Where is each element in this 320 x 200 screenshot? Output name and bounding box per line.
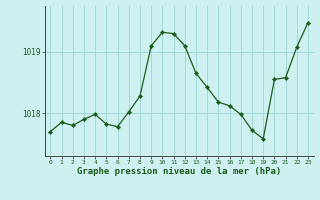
X-axis label: Graphe pression niveau de la mer (hPa): Graphe pression niveau de la mer (hPa) <box>77 167 281 176</box>
